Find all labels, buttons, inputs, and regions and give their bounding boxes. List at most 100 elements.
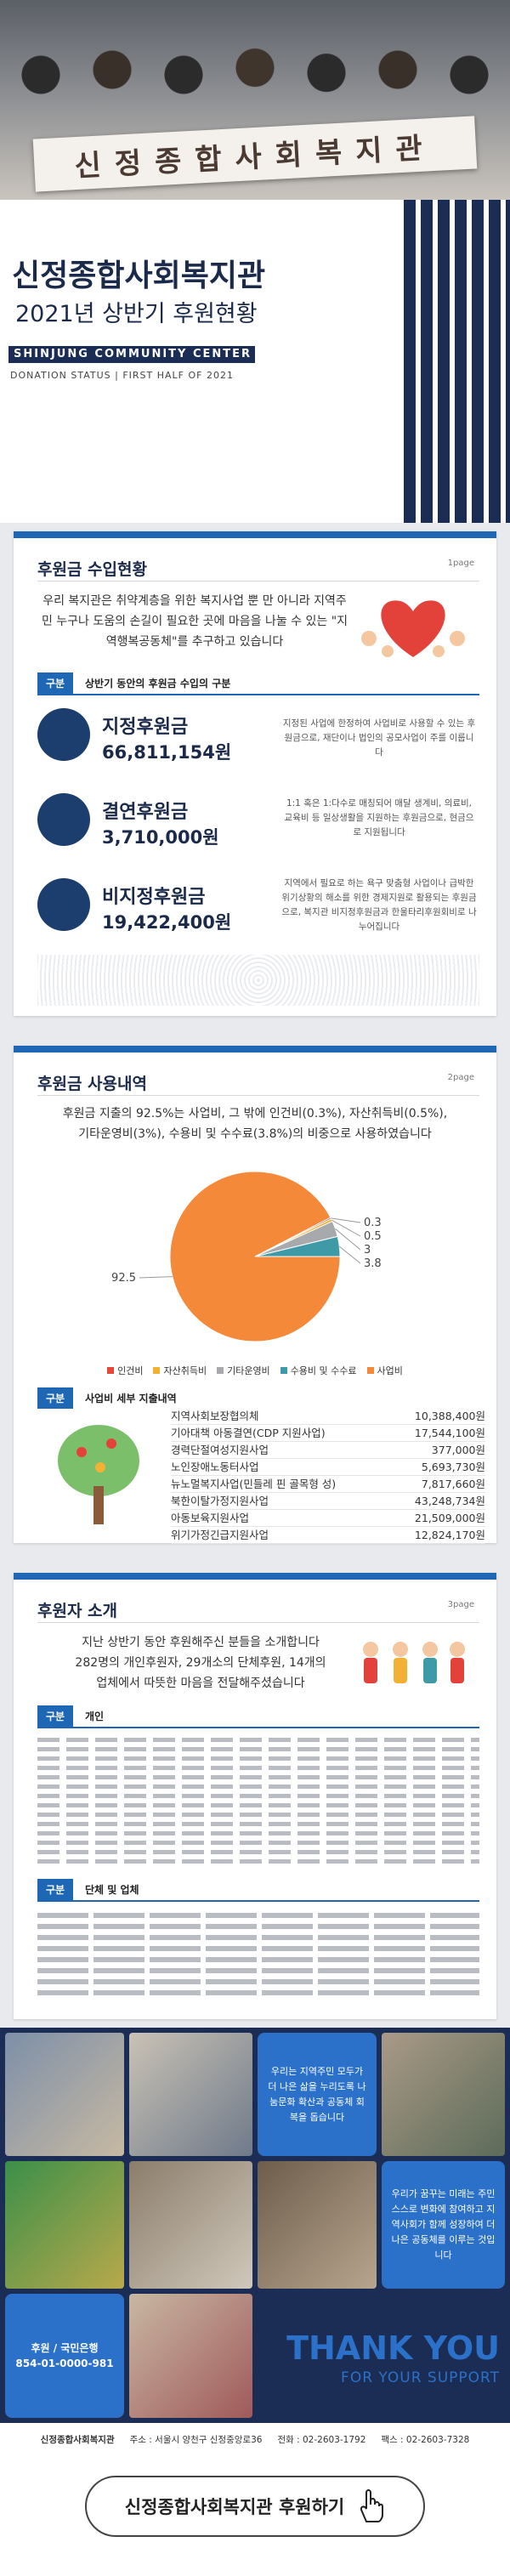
donate-button[interactable]: 신정종합사회복지관 후원하기: [85, 2476, 425, 2537]
gallery: 우리는 지역주민 모두가 더 나은 삶을 누리도록 나눔문화 확산과 공동체 회…: [0, 2028, 510, 2423]
row-name: 아동보육지원사업: [171, 1512, 250, 1524]
heading: 후원자 소개: [37, 1602, 118, 1620]
leader-line: [335, 1228, 361, 1251]
icon: [37, 878, 90, 931]
pie-label: 0.3: [364, 1217, 382, 1229]
legend-swatch: [153, 1367, 161, 1374]
legend-swatch: [280, 1367, 287, 1374]
table-row: 기아대책 아동결연(CDP 지원사업) 17,544,100원: [171, 1425, 485, 1442]
footer-phone: 전화 : 02-2603-1792: [277, 2435, 366, 2445]
underline: [37, 1900, 479, 1902]
pie-chart: 0.30.533.8 92.5: [111, 1171, 382, 1342]
button-text[interactable]: 신정종합사회복지관 후원하기: [124, 2497, 345, 2517]
english-sub: DONATION STATUS | FIRST HALF OF 2021: [10, 370, 234, 381]
badge: 구분: [37, 1705, 74, 1727]
row-name: 북한이탈가정지원사업: [171, 1495, 269, 1507]
row-amount: 5,693,730원: [421, 1461, 485, 1473]
badge: 구분: [37, 1387, 74, 1409]
row-amount: 17,544,100원: [414, 1427, 485, 1439]
leader-line: [332, 1219, 361, 1237]
item-name: 결연후원금: [102, 802, 189, 823]
stripes: [404, 200, 510, 523]
badge-text: 사업비 세부 지출내역: [85, 1393, 177, 1404]
pie-label: 3: [364, 1244, 371, 1257]
hero-photo: 신정종합사회복지관: [0, 0, 510, 200]
photo: [5, 2161, 124, 2289]
table-row: 아동보육지원사업 21,509,000원: [171, 1510, 485, 1527]
leader-line: [331, 1217, 361, 1223]
hand-icon: [360, 2489, 384, 2522]
row-amount: 12,824,170원: [414, 1529, 485, 1541]
item-desc: 지역에서 필요로 하는 욕구 맞춤형 사업이나 급박한 위기상황의 해소를 위한…: [281, 878, 477, 932]
item-name: 비지정후원금: [102, 887, 206, 908]
photo: [129, 2294, 252, 2418]
photo: [5, 2033, 124, 2156]
badge: 구분: [37, 1879, 74, 1900]
row-amount: 21,509,000원: [414, 1512, 485, 1524]
legend: 인건비 자산취득비 기타운영비 수용비 및 수수료 사업비: [14, 1364, 496, 1377]
bank-label: 후원 / 국민은행: [31, 2342, 99, 2354]
income-card: 후원금 수입현황 1page 우리 복지관은 취약계층을 위한 복지사업 뿐 만…: [14, 531, 496, 1016]
legend-label: 인건비: [117, 1365, 144, 1376]
underline: [37, 694, 479, 695]
footer-name: 신정종합사회복지관: [40, 2435, 115, 2445]
legend-swatch: [107, 1367, 115, 1374]
donors-card: 후원자 소개 3page 지난 상반기 동안 후원해주신 분들을 소개합니다 2…: [14, 1573, 496, 2019]
row-amount: 10,388,400원: [414, 1410, 485, 1422]
legend-item: 자산취득비: [153, 1364, 207, 1377]
item-amount: 19,422,400원: [102, 912, 232, 933]
illustration: [363, 1642, 465, 1683]
subtitle: 2021년 상반기 후원현황: [15, 301, 258, 327]
table-row: 북한이탈가정지원사업 43,248,734원: [171, 1493, 485, 1510]
item-name: 지정후원금: [102, 717, 189, 738]
page-no: 3page: [447, 1600, 474, 1609]
item-amount: 66,811,154원: [102, 742, 232, 763]
thanks-sub: FOR YOUR SUPPORT: [341, 2369, 500, 2386]
table-row: 경력단절여성지원사업 377,000원: [171, 1442, 485, 1459]
table-row: 노인장애노동터사업 5,693,730원: [171, 1459, 485, 1476]
footer-fax: 팩스 : 02-2603-7328: [381, 2435, 470, 2445]
row-amount: 43,248,734원: [414, 1495, 485, 1507]
table-row: 뉴노멀복지사업(민들레 핀 골목형 성) 7,817,660원: [171, 1476, 485, 1493]
item-desc: 지정된 사업에 한정하여 사업비로 사용할 수 있는 후원금으로, 재단이나 법…: [282, 718, 476, 757]
badge-text: 상반기 동안의 후원금 수입의 구분: [85, 678, 231, 689]
pie-label: 3.8: [364, 1257, 382, 1270]
name-list: [37, 1734, 479, 1869]
photo: [129, 2161, 252, 2289]
row-name: 뉴노멀복지사업(민들레 핀 골목형 성): [171, 1478, 337, 1490]
item-amount: 3,710,000원: [102, 827, 219, 848]
page-no: 1page: [447, 559, 474, 568]
row-name: 기아대책 아동결연(CDP 지원사업): [171, 1427, 326, 1439]
legend-label: 자산취득비: [163, 1365, 207, 1376]
legend-item: 기타운영비: [217, 1364, 270, 1377]
legend-label: 수용비 및 수수료: [290, 1365, 357, 1376]
icon: [37, 793, 90, 846]
legend-label: 기타운영비: [227, 1365, 270, 1376]
pie-slice: [169, 1171, 341, 1342]
decoration: [37, 955, 479, 1006]
mission-box: 우리는 지역주민 모두가 더 나은 삶을 누리도록 나눔문화 확산과 공동체 회…: [258, 2033, 377, 2156]
english-bar: [8, 346, 255, 363]
header: 신정종합사회복지관 2021년 상반기 후원현황 SHINJUNG COMMUN…: [0, 200, 510, 523]
photo: [382, 2033, 505, 2156]
item-desc: 1:1 혹은 1:다수로 매칭되어 매달 생계비, 의료비, 교육비 등 일상생…: [284, 798, 474, 837]
row-name: 위기가정긴급지원사업: [171, 1529, 269, 1541]
group-list: [37, 1908, 479, 2001]
footer-address: 주소 : 서울시 양천구 신정중앙로36: [129, 2435, 263, 2445]
legend-label: 사업비: [377, 1365, 403, 1376]
row-amount: 7,817,660원: [421, 1478, 485, 1490]
intro: 지난 상반기 동안 후원해주신 분들을 소개합니다 282명의 개인후원자, 2…: [75, 1636, 326, 1690]
vision-box: 우리가 꿈꾸는 미래는 주민 스스로 변화에 참여하고 지역사회가 함께 성장하…: [382, 2161, 505, 2289]
row-name: 지역사회보장협의체: [171, 1410, 259, 1422]
illustration: [58, 1425, 139, 1524]
row-amount: 377,000원: [431, 1444, 485, 1456]
page-no: 2page: [447, 1073, 474, 1082]
pie-label: 92.5: [111, 1272, 136, 1285]
badge-text: 단체 및 업체: [85, 1884, 139, 1896]
row-name: 경력단절여성지원사업: [171, 1444, 269, 1456]
illustration: [361, 600, 465, 657]
legend-item: 수용비 및 수수료: [280, 1364, 357, 1377]
badge-text: 개인: [85, 1711, 105, 1722]
